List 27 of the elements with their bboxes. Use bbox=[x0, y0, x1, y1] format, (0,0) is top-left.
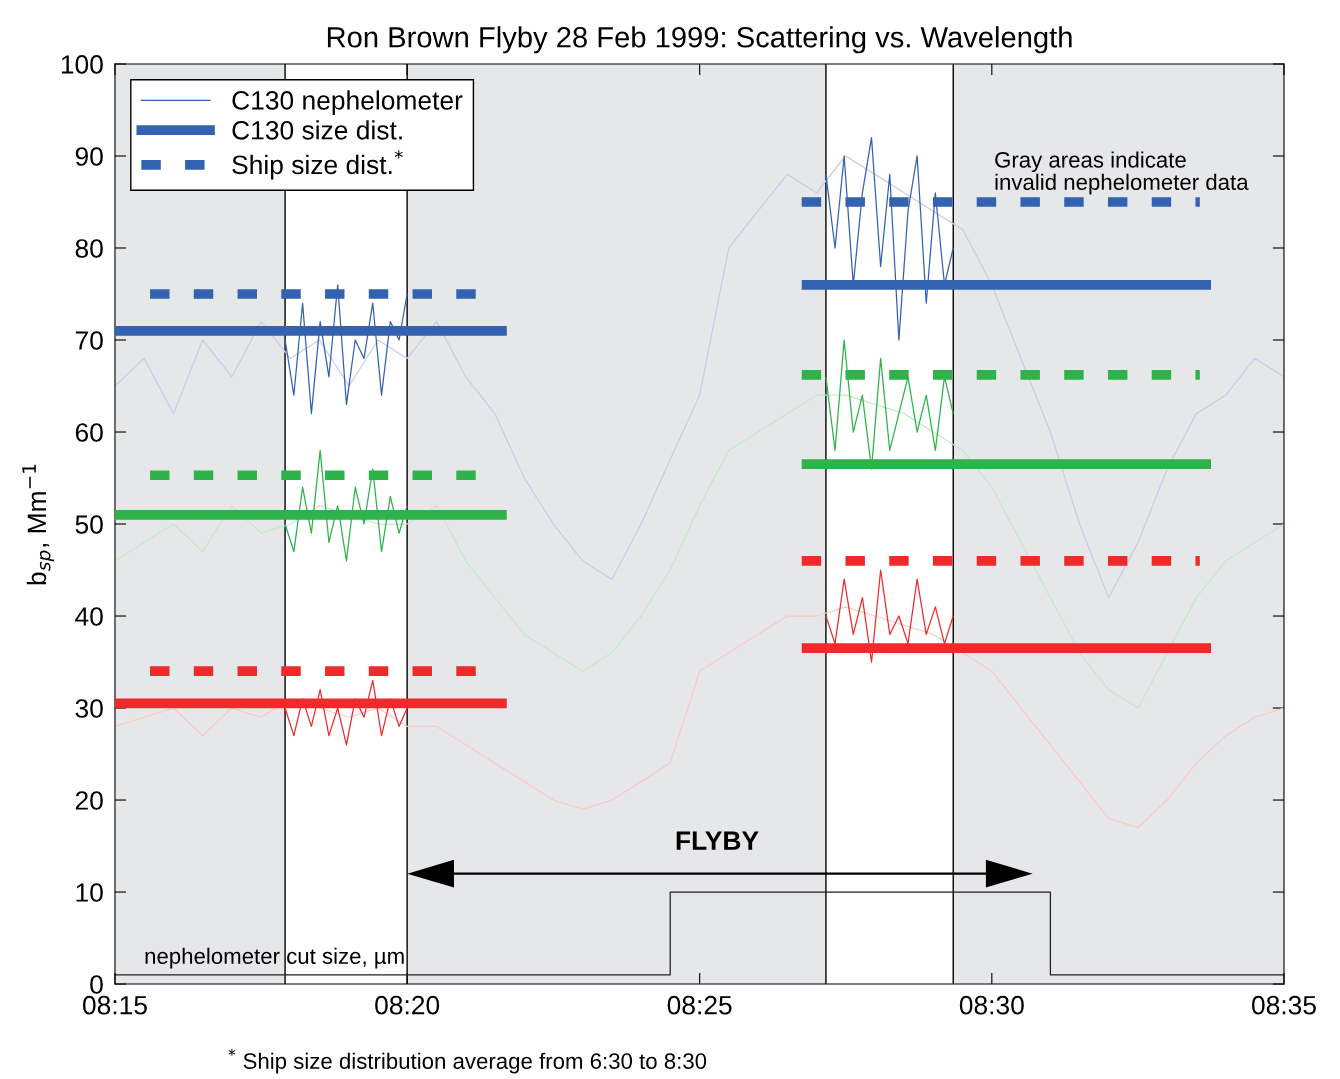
y-tick-label: 0 bbox=[90, 975, 103, 994]
y-tick-label: 20 bbox=[75, 791, 103, 810]
y-tick-label: 50 bbox=[75, 515, 103, 534]
x-tick-label: 08:15 bbox=[82, 995, 147, 1015]
annotation: Gray areas indicate invalid nephelometer data bbox=[995, 151, 1249, 195]
y-tick-label: 80 bbox=[75, 239, 103, 258]
x-tick-label: 08:25 bbox=[667, 995, 732, 1015]
y-tick-label: 60 bbox=[75, 423, 103, 442]
chart-title: Ron Brown Flyby 28 Feb 1999: Scattering vs. Wavelength bbox=[327, 26, 1072, 54]
y-tick-label: 100 bbox=[61, 55, 103, 74]
y-tick-label: 10 bbox=[76, 883, 103, 902]
line-series bbox=[114, 606, 1284, 829]
y-tick-label: 90 bbox=[75, 147, 103, 166]
legend-label: C130 size dist. bbox=[232, 120, 402, 140]
y-tick-label: 30 bbox=[75, 699, 103, 718]
annotation: FLYBY bbox=[676, 831, 759, 850]
y-axis-title: b$_{sp}$, Mm$^{−1}$ bbox=[22, 464, 55, 585]
y-tick-label: 70 bbox=[75, 331, 103, 350]
annotation: nephelometer cut size, µm bbox=[145, 947, 404, 969]
legend-label: Ship size dist.$^{*}$ bbox=[232, 150, 403, 180]
y-tick-label: 40 bbox=[75, 607, 103, 626]
x-tick-label: 08:35 bbox=[1252, 995, 1316, 1015]
legend-label: C130 nephelometer bbox=[232, 90, 463, 115]
x-tick-label: 08:30 bbox=[959, 995, 1024, 1015]
line-series bbox=[114, 394, 1284, 709]
x-tick-label: 08:20 bbox=[375, 995, 440, 1015]
text: $^{*}$ Ship size distribution average from 6:30 to 8:30 bbox=[228, 1048, 707, 1074]
